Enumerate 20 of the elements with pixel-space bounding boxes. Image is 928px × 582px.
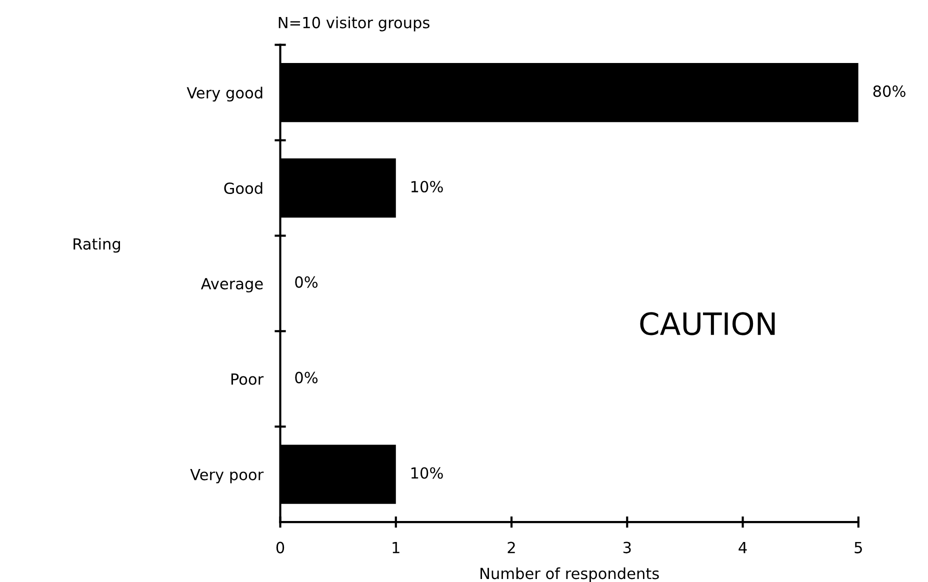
- x-tick-label: 3: [623, 542, 631, 554]
- x-tick-label: 0: [276, 542, 284, 554]
- y-tick-label: Very poor: [190, 468, 264, 484]
- x-axis-title: Number of respondents: [480, 567, 659, 582]
- annotation: 10%: [411, 180, 443, 192]
- y-axis-title: Rating: [74, 238, 120, 253]
- chart-title: N=10 visitor groups: [278, 16, 430, 32]
- x-tick-label: 2: [508, 542, 515, 554]
- annotation: 0%: [295, 372, 318, 384]
- y-tick-label: Average: [200, 278, 263, 292]
- x-tick-label: 5: [854, 542, 862, 554]
- annotation: 0%: [295, 276, 318, 288]
- annotation: 10%: [411, 467, 443, 479]
- x-tick-label: 1: [392, 542, 400, 554]
- y-tick-label: Good: [224, 182, 262, 194]
- annotation: CAUTION: [640, 312, 775, 336]
- y-tick-label: Poor: [231, 374, 264, 385]
- y-tick-label: Very good: [186, 86, 262, 102]
- x-tick-label: 4: [738, 542, 747, 554]
- annotation: 80%: [873, 85, 906, 97]
